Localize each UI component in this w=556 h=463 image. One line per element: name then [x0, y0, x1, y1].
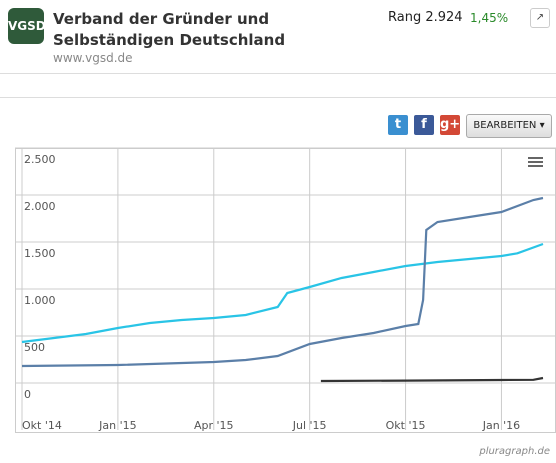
y-tick-label: 1.000	[24, 294, 56, 307]
menu-bar	[528, 157, 543, 159]
change: 1,45%	[470, 11, 509, 25]
expand-button[interactable]: ↗	[530, 8, 550, 28]
x-tick-label: Jul '15	[292, 419, 327, 432]
y-tick-label: 500	[24, 341, 45, 354]
profile-title[interactable]: Verband der Gründer und Selbständigen De…	[53, 10, 286, 49]
profile-url[interactable]: www.vgsd.de	[53, 51, 133, 65]
y-tick-label: 1.500	[24, 247, 56, 260]
rank: Rang 2.924	[388, 10, 463, 25]
x-tick-label: Okt '15	[386, 419, 426, 432]
y-tick-label: 0	[24, 388, 31, 401]
x-tick-label: Jan '16	[482, 419, 520, 432]
twitter-button[interactable]: t	[388, 115, 408, 135]
x-tick-label: Okt '14	[22, 419, 62, 432]
menu-bar	[528, 161, 543, 163]
logo: VGSD	[8, 8, 46, 44]
x-tick-label: Apr '15	[194, 419, 234, 432]
menu-bar	[528, 165, 543, 167]
series-line	[320, 376, 544, 383]
series-line	[21, 196, 544, 368]
facebook-button[interactable]: f	[414, 115, 434, 135]
y-tick-label: 2.000	[24, 200, 56, 213]
edit-button[interactable]: BEARBEITEN ▾	[466, 114, 552, 138]
separator	[0, 97, 556, 98]
plot-border	[15, 148, 556, 433]
gplus-button[interactable]: g+	[440, 115, 460, 135]
x-tick-label: Jan '15	[98, 419, 136, 432]
y-tick-label: 2.500	[24, 153, 56, 166]
series-line	[21, 242, 544, 344]
credit[interactable]: pluragraph.de	[479, 446, 550, 457]
separator	[0, 73, 556, 74]
menu-icon[interactable]	[528, 157, 543, 167]
